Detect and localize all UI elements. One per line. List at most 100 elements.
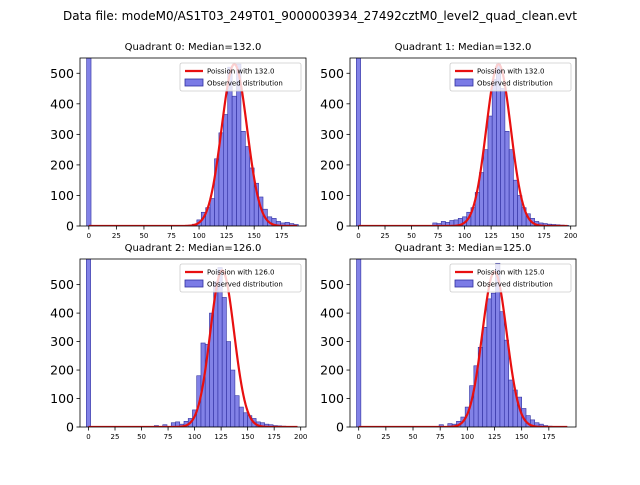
x-tick-label: 175: [275, 232, 288, 240]
x-tick-label: 125: [220, 232, 233, 240]
fit-curve: [88, 269, 298, 427]
x-tick-label: 25: [112, 232, 121, 240]
x-tick-label: 175: [537, 232, 550, 240]
x-tick-label: 150: [247, 232, 260, 240]
histogram-bar: [209, 198, 215, 226]
x-tick-label: 200: [564, 232, 577, 240]
y-tick-label: 100: [50, 391, 74, 406]
y-tick-label: 100: [320, 391, 344, 406]
legend-hist-label: Observed distribution: [207, 281, 283, 289]
x-tick-label: 50: [409, 433, 418, 441]
histogram-bar: [504, 131, 510, 226]
histogram-bar: [223, 114, 229, 226]
x-tick-label: 25: [381, 433, 390, 441]
y-tick-label: 0: [336, 420, 344, 435]
histogram-bar: [491, 79, 497, 226]
x-tick-label: 100: [458, 232, 471, 240]
legend-hist-label: Observed distribution: [207, 80, 283, 88]
histogram-bar: [356, 58, 361, 226]
x-tick-label: 200: [294, 433, 307, 441]
quadrant-0-panel: Quadrant 0: Median=132.0 0 25 50 75 100 125 15…: [50, 42, 307, 240]
histogram-bar: [356, 259, 362, 427]
y-tick-label: 0: [336, 219, 344, 234]
quadrant-3-title: Quadrant 3: Median=125.0: [395, 243, 532, 254]
histogram-bar: [486, 298, 492, 427]
histogram-bar: [438, 424, 444, 427]
histogram-bar: [513, 179, 518, 226]
x-tick-label: 0: [356, 232, 360, 240]
x-tick-label: 100: [188, 433, 201, 441]
histogram-bar: [234, 395, 240, 427]
x-tick-label: 125: [488, 433, 501, 441]
y-tick-label: 300: [320, 334, 344, 349]
legend-fit-label: Poission with 125.0: [477, 269, 545, 277]
histogram-bar: [243, 412, 248, 427]
y-tick-label: 500: [320, 66, 344, 81]
x-tick-label: 0: [356, 433, 360, 441]
legend-hist-label: Observed distribution: [477, 80, 553, 88]
axes-frame: [79, 57, 307, 227]
histogram-bar: [162, 424, 168, 427]
histogram-bar: [240, 131, 246, 226]
x-tick-label: 75: [436, 433, 445, 441]
legend-hist-swatch: [184, 78, 204, 87]
histogram-bar: [508, 149, 514, 226]
histogram-bar: [86, 259, 91, 427]
x-tick-label: 50: [139, 232, 148, 240]
x-tick-label: 175: [267, 433, 280, 441]
x-tick-label: 75: [434, 232, 443, 240]
quadrant-2-panel: Quadrant 2: Median=126.0 0 25 50 75 100 125 15…: [50, 243, 307, 441]
y-tick-label: 100: [50, 188, 74, 203]
legend-hist-swatch: [184, 279, 204, 288]
axes-frame: [349, 57, 577, 227]
legend-frame: [179, 263, 302, 293]
axes-frame: [349, 258, 577, 428]
histogram-bar: [238, 406, 244, 427]
histogram-bar: [86, 58, 92, 226]
x-tick-label: 50: [407, 232, 416, 240]
quadrant-1-title: Quadrant 1: Median=132.0: [395, 42, 532, 53]
x-tick-label: 75: [164, 433, 173, 441]
quadrant-0-legend: Poission with 132.0 Observed distributio…: [179, 62, 302, 92]
histogram-bar: [231, 95, 237, 226]
y-tick-label: 200: [320, 157, 344, 172]
x-tick-label: 150: [511, 232, 524, 240]
quadrant-0-title: Quadrant 0: Median=132.0: [125, 42, 262, 53]
legend-fit-label: Poission with 132.0: [207, 68, 275, 76]
histogram-bar: [499, 311, 505, 427]
axes-frame: [79, 258, 307, 428]
histogram-bar: [482, 327, 488, 427]
y-tick-label: 500: [320, 277, 344, 292]
x-tick-label: 100: [461, 433, 474, 441]
histogram-bar: [490, 292, 496, 427]
y-tick-label: 300: [50, 334, 74, 349]
y-tick-label: 0: [66, 420, 74, 435]
x-tick-label: 100: [192, 232, 205, 240]
histogram-bar: [245, 146, 251, 226]
histogram-bar: [221, 297, 227, 427]
quadrant-2-plot: 0 25 50 75 100 125 150 175 200 0 100 200 300 400 500: [50, 258, 307, 441]
x-tick-label: 50: [137, 433, 146, 441]
x-tick-label: 25: [111, 433, 120, 441]
x-tick-label: 125: [484, 232, 497, 240]
histogram-bar: [500, 88, 506, 226]
y-tick-label: 200: [50, 363, 74, 378]
y-tick-label: 400: [320, 306, 344, 321]
quadrant-2-title: Quadrant 2: Median=126.0: [125, 243, 262, 254]
legend-frame: [449, 62, 572, 92]
y-tick-label: 500: [50, 277, 74, 292]
y-tick-label: 300: [320, 127, 344, 142]
legend-hist-label: Observed distribution: [477, 281, 553, 289]
histogram-bar: [487, 115, 493, 226]
y-tick-label: 300: [50, 127, 74, 142]
y-tick-label: 100: [320, 188, 344, 203]
quadrant-2-legend: Poission with 126.0 Observed distributio…: [179, 263, 302, 293]
x-tick-label: 25: [381, 232, 390, 240]
fit-curve: [358, 270, 568, 427]
legend-frame: [179, 62, 302, 92]
x-tick-label: 150: [241, 433, 254, 441]
legend-hist-swatch: [454, 78, 474, 87]
histogram-bar: [230, 369, 236, 427]
x-tick-label: 125: [214, 433, 227, 441]
y-tick-label: 400: [50, 306, 74, 321]
